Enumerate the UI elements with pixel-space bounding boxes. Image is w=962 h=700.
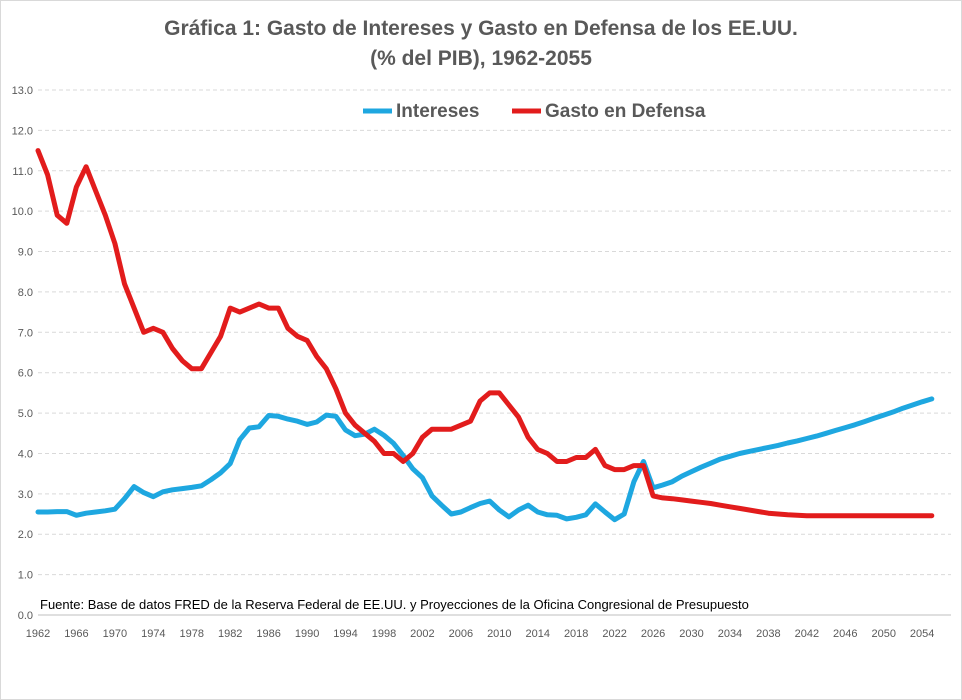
- y-tick-label: 6.0: [18, 368, 33, 380]
- x-tick-label: 1982: [218, 628, 242, 640]
- x-tick-label: 2006: [449, 628, 473, 640]
- y-tick-label: 12.0: [12, 125, 33, 137]
- x-tick-label: 1998: [372, 628, 396, 640]
- x-tick-label: 2054: [910, 628, 934, 640]
- x-tick-label: 1974: [141, 628, 165, 640]
- y-tick-label: 8.0: [18, 287, 33, 299]
- y-tick-label: 10.0: [12, 206, 33, 218]
- chart-subtitle: (% del PIB), 1962-2055: [370, 47, 592, 70]
- y-tick-label: 4.0: [18, 448, 33, 460]
- x-tick-label: 1986: [256, 628, 280, 640]
- x-tick-label: 2022: [602, 628, 626, 640]
- x-tick-label: 1970: [103, 628, 127, 640]
- y-tick-label: 7.0: [18, 327, 33, 339]
- x-tick-label: 2034: [718, 628, 742, 640]
- series-line-gasto-defensa: [35, 148, 935, 519]
- x-tick-label: 1962: [26, 628, 50, 640]
- x-axis-ticks: 1962 1966 1970 1974 1978 1982 1986 1990 1994 1998…: [26, 628, 935, 640]
- y-tick-label: 9.0: [18, 247, 33, 259]
- source-note: Fuente: Base de datos FRED de la Reserva…: [40, 597, 749, 612]
- y-tick-label: 11.0: [12, 166, 33, 178]
- x-tick-label: 2010: [487, 628, 511, 640]
- x-tick-label: 1978: [180, 628, 204, 640]
- x-tick-label: 2038: [756, 628, 780, 640]
- x-tick-label: 2018: [564, 628, 588, 640]
- x-tick-label: 2002: [410, 628, 434, 640]
- y-tick-label: 1.0: [18, 570, 33, 582]
- y-axis-ticks: 0.0 1.0 2.0 3.0 4.0 5.0 6.0 7.0 8.0 9.0 10.0 11.0 12…: [12, 85, 33, 622]
- legend-label-intereses: Intereses: [396, 101, 479, 122]
- y-tick-label: 3.0: [18, 489, 33, 501]
- legend: Intereses Gasto en Defensa: [363, 101, 706, 122]
- y-tick-label: 0.0: [18, 610, 33, 622]
- x-tick-label: 2050: [871, 628, 895, 640]
- gridlines: [38, 89, 951, 616]
- chart-title: Gráfica 1: Gasto de Intereses y Gasto en…: [164, 17, 798, 40]
- x-tick-label: 1994: [333, 628, 357, 640]
- series-lines: [35, 148, 935, 523]
- legend-label-gasto-defensa: Gasto en Defensa: [545, 101, 706, 122]
- y-tick-label: 13.0: [12, 85, 33, 97]
- y-tick-label: 5.0: [18, 408, 33, 420]
- x-tick-label: 2046: [833, 628, 857, 640]
- x-tick-label: 1966: [64, 628, 88, 640]
- y-tick-label: 2.0: [18, 529, 33, 541]
- series-line-intereses: [35, 396, 935, 523]
- x-tick-label: 2042: [795, 628, 819, 640]
- x-tick-label: 2014: [526, 628, 550, 640]
- x-tick-label: 2030: [679, 628, 703, 640]
- x-tick-label: 2026: [641, 628, 665, 640]
- x-tick-label: 1990: [295, 628, 319, 640]
